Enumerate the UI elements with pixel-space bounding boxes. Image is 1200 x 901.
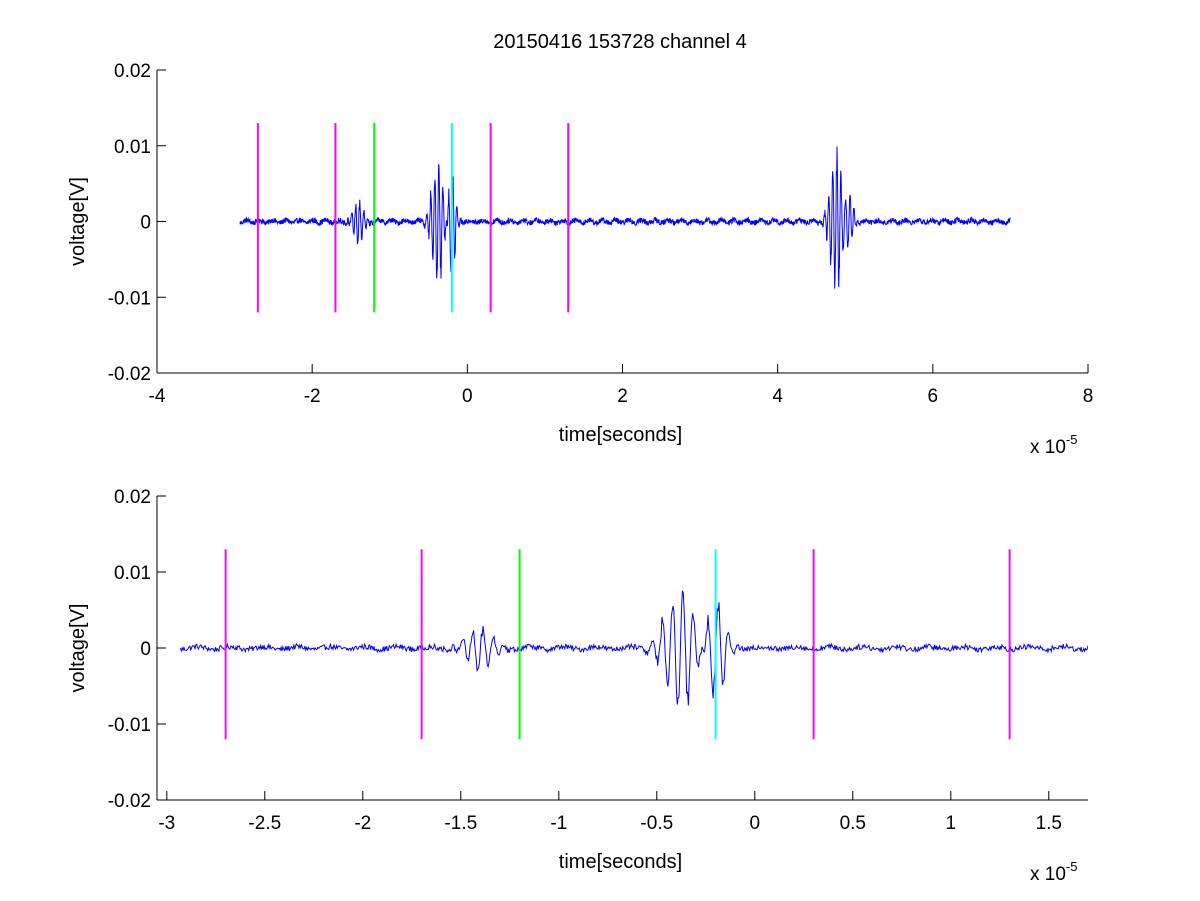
x-tick-label: 4 [772,386,783,407]
y-axis-label: voltage[V] [67,177,89,266]
bottom-subplot: -3 -2.5 -2 -1.5 -1 -0.5 0 0.5 1 1.5 -0.02 -0.01 0 0.0… [67,487,1088,885]
y-tick-label: 0 [140,639,151,660]
y-tick-label: -0.01 [108,288,151,309]
x-tick-label: -2 [304,386,321,407]
x-tick-label: 0 [750,813,761,834]
x-axis-label: time[seconds] [559,851,682,873]
x-tick-label: 1.5 [1036,813,1062,834]
y-tick-label: 0.02 [114,487,151,508]
y-tick-label: 0.01 [114,563,151,584]
x-exponent-power: -5 [1066,432,1078,447]
y-axis-label: voltage[V] [67,604,89,693]
y-tick-label: 0.02 [114,61,151,82]
x-tick-label: -4 [149,386,166,407]
x-tick-label: 2 [617,386,628,407]
y-tick-label: 0 [140,213,151,234]
x-tick-label: -2 [354,813,371,834]
x-exponent-power: -5 [1066,859,1078,874]
x-tick-label: 0.5 [840,813,866,834]
y-tick-label: -0.01 [108,715,151,736]
x-exponent-base: x 10 [1030,437,1066,458]
top-subplot: -4 -2 0 2 4 6 8 -0.02 -0.01 0 0.01 0.02 time[seconds… [67,61,1093,458]
signal-trace [239,146,1011,289]
x-tick-label: 1 [946,813,957,834]
x-exponent-label: x 10-5 [1030,432,1077,458]
x-tick-label: 0 [462,386,473,407]
x-axis-label: time[seconds] [559,424,682,446]
x-tick-label: -3 [158,813,175,834]
x-tick-label: -2.5 [248,813,281,834]
figure-title: 20150416 153728 channel 4 [493,31,747,53]
signal-trace [180,590,1088,706]
y-tick-label: -0.02 [108,364,151,385]
y-tick-label: 0.01 [114,137,151,158]
y-tick-label: -0.02 [108,791,151,812]
x-exponent-label: x 10-5 [1030,859,1077,885]
x-exponent-base: x 10 [1030,864,1066,885]
x-tick-label: 6 [928,386,939,407]
x-tick-label: -1 [550,813,567,834]
x-tick-label: -1.5 [444,813,477,834]
x-tick-label: -0.5 [640,813,673,834]
x-tick-label: 8 [1083,386,1094,407]
